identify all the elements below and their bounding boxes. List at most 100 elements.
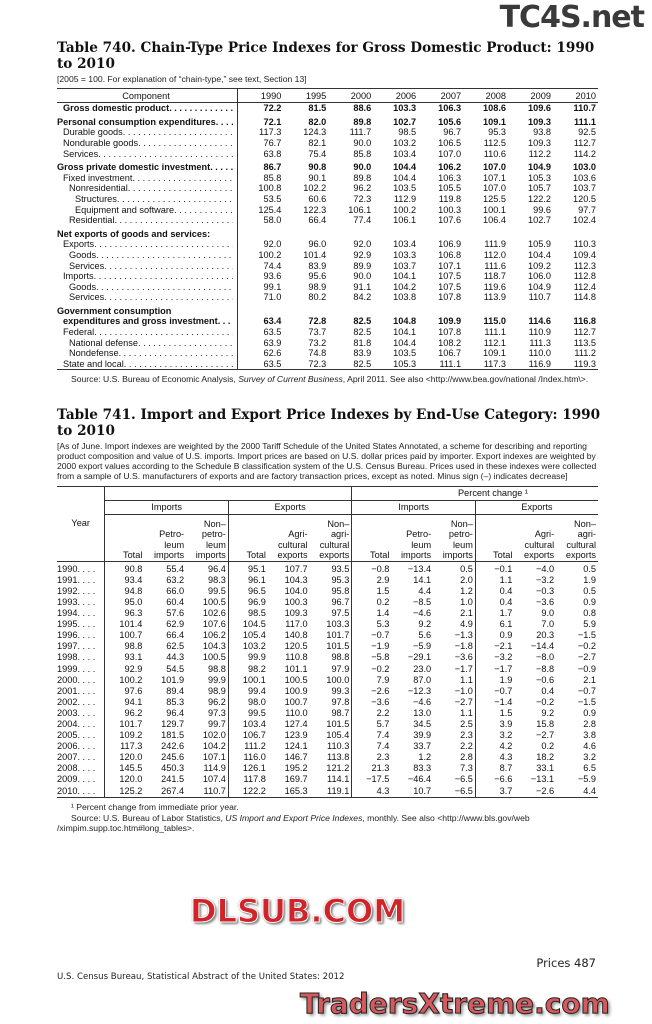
cell-value: 83.9	[353, 348, 372, 359]
cell-value: 103.3	[393, 103, 417, 114]
cell-value: 107.8	[438, 292, 462, 303]
cell-value: −2.7	[536, 730, 555, 741]
year-wrap: 2008. . . .	[57, 763, 101, 774]
row-label: Services	[57, 292, 238, 303]
year-wrap: 1998. . . .	[57, 652, 101, 663]
cell-value: 72.3	[353, 193, 372, 204]
row-label-text: Durable goods	[57, 127, 233, 138]
label: National defense	[69, 337, 138, 348]
year-wrap: 1991. . . .	[57, 575, 101, 586]
cell-value: 112.7	[573, 327, 596, 338]
cell-value: 111.1	[484, 327, 507, 338]
cell-value: 104.4	[393, 162, 417, 173]
cell-value	[328, 303, 373, 317]
cell-value: 62.6	[263, 348, 282, 359]
cell-value: 101.4	[303, 249, 327, 260]
cell-value: 107.5	[438, 281, 462, 292]
cell-value: 82.5	[353, 327, 372, 338]
cell-value: 114.6	[528, 316, 551, 327]
cell-value: −0.1	[494, 563, 513, 574]
table-row: 1999. . . . 92.9 54.5 98.8 98.2 101.1 97.9 −0.2…	[57, 663, 598, 675]
cell-value: −1.3	[433, 630, 476, 642]
cell-value: 72.3	[283, 358, 329, 371]
cell-value: 92.9	[353, 249, 372, 260]
table-row: Net exports of goods and services:	[57, 225, 598, 240]
year-cell: 1993. . . .	[57, 596, 106, 609]
cell-value: 90.0	[353, 271, 372, 282]
cell-value: 14.1	[413, 574, 432, 585]
table-741: Year Percent change ¹ Imports Exports Import…	[57, 485, 598, 798]
row-label-text: expenditures and gross investment	[57, 316, 233, 327]
cell-value: 98.8	[186, 663, 229, 675]
cell-value: 105.6	[438, 116, 462, 127]
cell-value: 96.7	[443, 127, 462, 138]
cell-value: 57.6	[166, 608, 185, 619]
cell-value: 117.8	[243, 774, 266, 785]
cell-value: 96.4	[186, 561, 229, 575]
cell-value: −0.9	[577, 663, 596, 674]
year-wrap: 2002. . . .	[57, 697, 101, 708]
table-row: Nondefense 62.6 74.8 83.9 103.5 106.7 109.1 110…	[57, 348, 598, 359]
cell-value: 2.3	[433, 730, 476, 742]
dot-leader	[216, 117, 233, 128]
cell-value: 119.8	[438, 193, 462, 204]
year-cell: 2008. . . .	[57, 763, 106, 775]
source-publication: Survey of Current Business	[238, 374, 343, 385]
cell-value: 107.0	[438, 148, 462, 159]
table-row: Structures 53.5 60.6 72.3 112.9 119.8 125.5 122…	[57, 193, 598, 205]
year-cell: 1998. . . .	[57, 652, 106, 664]
cell-value: −0.6	[536, 674, 555, 685]
row-label: Government consumption	[57, 302, 238, 317]
table-row: Services 63.8 75.4 85.8 103.4 107.0 110.6 112.2…	[57, 148, 598, 160]
table-row: Nondurable goods 76.7 82.1 90.0 103.2 106.5 11…	[57, 137, 598, 149]
cell-value: 89.9	[353, 260, 372, 271]
cell-value: 107.1	[186, 752, 229, 764]
cell-value: 110.6	[483, 148, 507, 159]
cell-value: 0.2	[376, 596, 390, 607]
cell-value: 63.4	[263, 316, 282, 327]
cell-value: 110.0	[285, 707, 308, 718]
cell-value: 9.2	[541, 707, 555, 718]
cell-value: 88.6	[353, 103, 372, 114]
cell-value: 100.1	[483, 204, 507, 215]
year-wrap: 2009. . . .	[57, 774, 101, 785]
label: State and local	[63, 358, 124, 369]
cell-value: −6.6	[494, 774, 513, 785]
table-740-title: Table 740. Chain-Type Price Indexes for …	[57, 40, 595, 72]
cell-value: 107.0	[483, 183, 507, 194]
cell-value: 106.1	[393, 215, 417, 226]
cell-value: 0.5	[583, 563, 596, 574]
row-label-text: Services	[57, 261, 233, 272]
year-header: Year	[57, 485, 106, 562]
cell-value: 96.2	[124, 707, 143, 718]
footer-publication: U.S. Census Bureau, Statistical Abstract…	[57, 972, 345, 982]
column-header-year: 2007	[418, 88, 464, 104]
cell-value: 98.8	[124, 641, 143, 652]
cell-value: 1.4	[376, 608, 390, 619]
cell-value: 13.0	[413, 707, 432, 718]
cell-value: 107.8	[438, 327, 462, 338]
cell-value: 6.5	[583, 763, 596, 774]
column-header: Non– agri- cultural exports	[556, 514, 598, 562]
cell-value: 1.1	[499, 574, 513, 585]
cell-value: 80.2	[308, 292, 327, 303]
cell-value: 98.5	[398, 127, 417, 138]
cell-value: 104.2	[186, 741, 229, 753]
cell-value: 165.3	[267, 785, 310, 798]
table-row: 2007. . . . 120.0 245.6 107.1 116.0 146.7 113.…	[57, 752, 598, 764]
row-label-text: Gross private domestic investment	[57, 162, 233, 173]
cell-value: 106.1	[348, 204, 372, 215]
table-row: 1992. . . . 94.8 66.0 99.5 96.5 104.0 95.8 1.5 4…	[57, 585, 598, 597]
cell-value: −3.6	[433, 652, 476, 664]
cell-value: 104.9	[527, 281, 551, 292]
cell-value: 245.6	[161, 752, 185, 763]
year-cell: 2002. . . .	[57, 696, 106, 708]
table-row: 2001. . . . 97.6 89.4 98.9 99.4 100.9 99.3 −2.6…	[57, 685, 598, 697]
cell-value: 62.9	[166, 619, 185, 630]
cell-value: 95.3	[488, 127, 507, 138]
cell-value: 112.1	[483, 337, 507, 348]
year: 2002	[57, 696, 78, 707]
row-label-text: Net exports of goods and services:	[57, 229, 233, 240]
cell-value: 60.6	[308, 193, 327, 204]
year-cell: 2001. . . .	[57, 685, 106, 697]
